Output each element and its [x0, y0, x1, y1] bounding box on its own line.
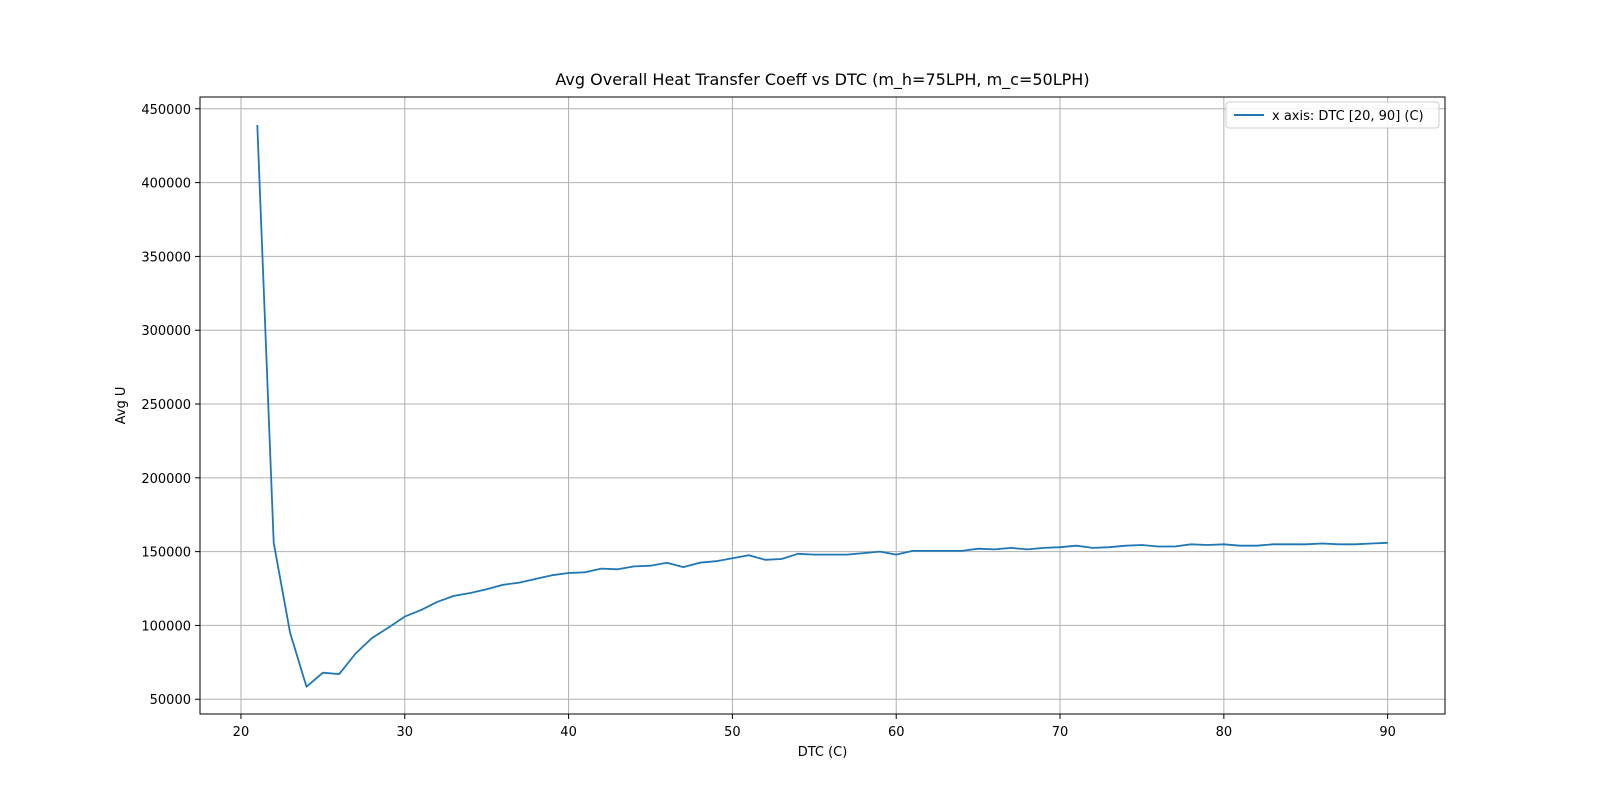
y-tick-label: 450000: [141, 103, 191, 118]
y-tick-label: 300000: [141, 324, 191, 339]
y-tick-label: 200000: [141, 472, 191, 487]
chart-title: Avg Overall Heat Transfer Coeff vs DTC (…: [555, 70, 1089, 90]
y-tick-label: 150000: [141, 546, 191, 561]
axes-frame: [199, 96, 1446, 715]
x-tick-label: 50: [724, 725, 741, 740]
y-ticks: 50000 100000 150000 200000 250000 300000 35000…: [141, 103, 200, 708]
legend-label: x axis: DTC [20, 90] (C): [1272, 109, 1424, 124]
y-tick-label: 400000: [141, 177, 191, 192]
x-tick-label: 60: [888, 725, 905, 740]
y-tick-label: 100000: [141, 619, 191, 634]
y-tick-label: 250000: [141, 398, 191, 413]
grid: [200, 97, 1445, 714]
x-tick-label: 90: [1379, 725, 1396, 740]
x-axis-label: DTC (C): [798, 745, 848, 760]
series-line: [256, 124, 1388, 688]
y-tick-label: 50000: [150, 693, 191, 708]
y-tick-label: 350000: [141, 250, 191, 265]
x-tick-label: 70: [1052, 725, 1069, 740]
y-axis-label: Avg U: [114, 387, 129, 425]
x-tick-label: 80: [1216, 725, 1233, 740]
x-tick-label: 40: [560, 725, 577, 740]
x-ticks: 20 30 40 50 60 70 80 90: [233, 714, 1396, 740]
legend: x axis: DTC [20, 90] (C): [1225, 101, 1440, 129]
x-tick-label: 30: [396, 725, 413, 740]
x-tick-label: 20: [233, 725, 250, 740]
series-layer: [256, 124, 1388, 688]
legend-box: [1225, 101, 1440, 129]
